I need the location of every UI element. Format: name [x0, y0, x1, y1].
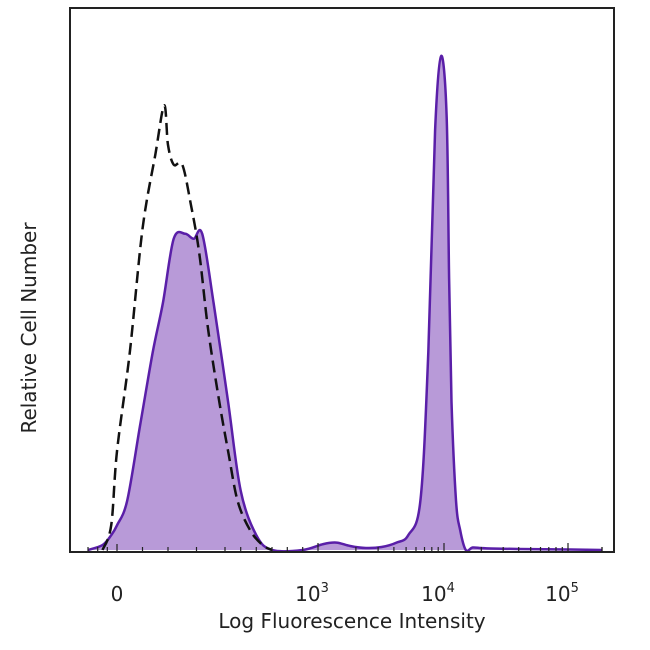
- x-axis-title: Log Fluorescence Intensity: [218, 609, 485, 633]
- x-tick-labels: 0 103 104 105: [111, 581, 579, 606]
- x-tick-label: 105: [545, 581, 579, 606]
- x-minor-ticks: [87, 543, 603, 552]
- y-axis-title: Relative Cell Number: [17, 222, 41, 434]
- x-tick-label: 0: [111, 582, 124, 606]
- plot-frame: [69, 7, 615, 553]
- x-tick-label: 104: [421, 581, 455, 606]
- plot-area: [87, 54, 603, 553]
- x-tick-label: 103: [295, 581, 329, 606]
- series-0-fill: [88, 55, 602, 552]
- series-0-outline: [87, 54, 603, 553]
